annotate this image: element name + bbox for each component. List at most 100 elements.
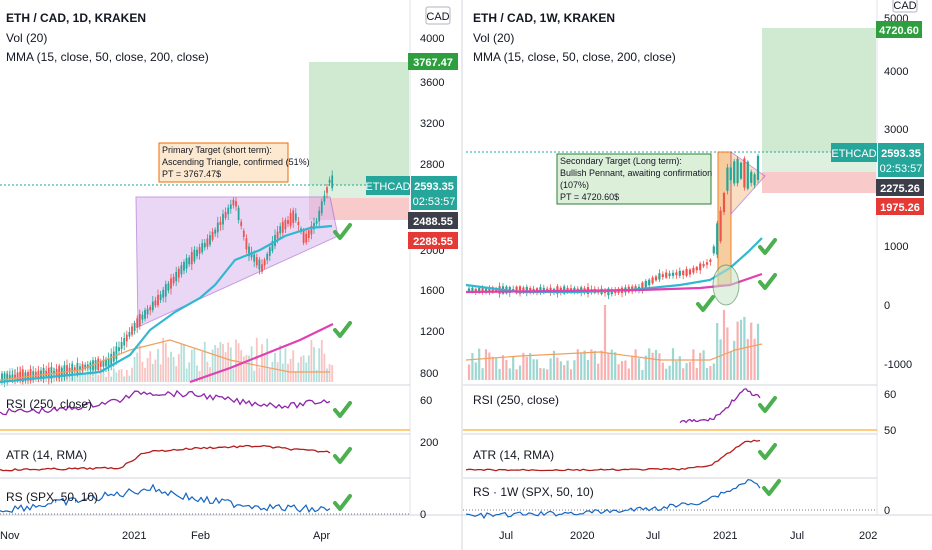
volume-bar xyxy=(188,362,191,382)
left-rsi-label: RSI (250, close) xyxy=(6,397,92,411)
candle xyxy=(66,365,68,377)
volume-bar xyxy=(229,347,232,382)
volume-bar xyxy=(614,352,617,380)
candle xyxy=(271,241,274,252)
volume-bar xyxy=(151,364,154,382)
left-atr-label: ATR (14, RMA) xyxy=(6,448,87,462)
volume-bar xyxy=(302,355,305,382)
candle xyxy=(34,371,37,378)
volume-bar xyxy=(133,356,136,382)
candle xyxy=(641,282,644,291)
right-atr-label: ATR (14, RMA) xyxy=(473,448,554,462)
candle xyxy=(120,341,123,349)
volume-bar xyxy=(474,362,477,380)
candle xyxy=(183,261,185,271)
left-atr-tick: 200 xyxy=(420,437,438,449)
candle xyxy=(658,273,661,280)
right-rs-line xyxy=(465,478,761,520)
check-icon xyxy=(758,273,777,290)
candle xyxy=(263,259,266,266)
volume-bar xyxy=(107,368,110,382)
volume-bar xyxy=(261,344,263,382)
volume-bar xyxy=(705,368,709,380)
candle xyxy=(237,207,240,221)
candle xyxy=(651,277,654,284)
check-icon xyxy=(333,494,352,511)
right-time-tick: 2021 xyxy=(713,530,737,542)
right-volume-bars xyxy=(467,305,760,380)
candle xyxy=(14,374,16,379)
candle xyxy=(522,287,525,293)
volume-bar xyxy=(203,341,206,382)
right-chart[interactable]: Secondary Target (Long term): Bullish Pe… xyxy=(463,0,924,542)
volume-bar xyxy=(484,349,488,380)
candle xyxy=(648,279,651,286)
candle xyxy=(484,288,488,292)
candle xyxy=(518,286,522,294)
check-icon xyxy=(333,401,352,418)
volume-bar xyxy=(586,359,590,380)
right-rsi-tick: 60 xyxy=(884,389,896,401)
candle xyxy=(682,270,685,276)
candle xyxy=(125,334,128,342)
volume-bar xyxy=(610,349,613,380)
candle xyxy=(250,251,253,258)
check-icon xyxy=(333,223,352,240)
volume-bar xyxy=(183,344,185,382)
right-time-tick: 202 xyxy=(859,530,877,542)
candle xyxy=(216,222,219,233)
right-currency-label: CAD xyxy=(893,0,916,12)
candle xyxy=(240,221,243,227)
candle xyxy=(201,243,204,253)
left-currency-button[interactable]: CAD xyxy=(425,6,451,25)
candle xyxy=(525,286,528,294)
left-annotation[interactable]: Primary Target (short term): Ascending T… xyxy=(158,142,310,183)
candle xyxy=(284,219,287,230)
right-time-tick: Jul xyxy=(646,530,660,542)
volume-bar xyxy=(170,351,172,382)
volume-bar xyxy=(712,363,715,380)
right-currency-button[interactable]: CAD xyxy=(892,0,918,13)
candle xyxy=(529,287,532,293)
volume-bar xyxy=(739,319,743,380)
volume-bar xyxy=(307,355,310,382)
volume-bar xyxy=(190,349,193,382)
candle xyxy=(154,300,157,306)
volume-bar xyxy=(481,368,484,380)
candle xyxy=(542,287,545,293)
candle xyxy=(688,269,692,275)
candle xyxy=(157,295,159,306)
volume-bar xyxy=(620,361,624,380)
volume-bar xyxy=(157,348,159,382)
candle xyxy=(512,288,515,292)
volume-bar xyxy=(535,359,539,380)
candle xyxy=(167,283,170,291)
candle xyxy=(37,370,40,378)
candle xyxy=(11,374,14,380)
volume-bar xyxy=(284,348,287,382)
left-rs-tick: 0 xyxy=(420,509,426,521)
right-annotation-line-1: Secondary Target (Long term): xyxy=(560,156,682,166)
candle xyxy=(294,213,297,221)
candle xyxy=(654,276,658,281)
candle xyxy=(258,259,261,270)
candle xyxy=(138,313,141,327)
check-icon xyxy=(758,443,777,460)
left-stop-badge: 2288.55 xyxy=(408,232,458,249)
right-annotation-line-2: Bullish Pennant, awaiting confirmation xyxy=(560,168,712,178)
candle xyxy=(79,366,81,370)
volume-bar xyxy=(576,349,579,380)
candle xyxy=(16,372,19,380)
volume-bar xyxy=(552,350,556,380)
volume-bar xyxy=(102,370,105,382)
right-annotation-line-3: (107%) xyxy=(560,180,589,190)
volume-bar xyxy=(315,369,318,382)
candle xyxy=(29,369,32,381)
candle xyxy=(481,288,484,292)
volume-bar xyxy=(268,368,271,382)
right-annotation[interactable]: Secondary Target (Long term): Bullish Pe… xyxy=(556,153,712,205)
right-stop-badge: 1975.26 xyxy=(876,198,924,215)
left-time-tick: Apr xyxy=(313,530,330,542)
